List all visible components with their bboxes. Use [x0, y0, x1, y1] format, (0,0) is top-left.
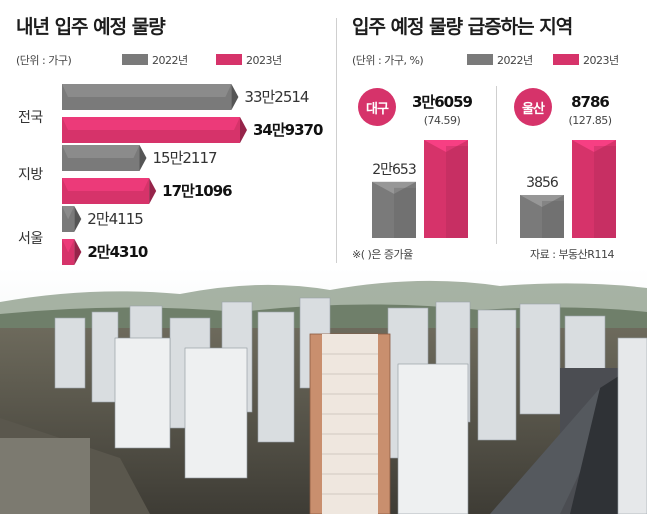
bar-value-label: 2만4310: [87, 243, 148, 261]
growth-rate-label: (127.85): [568, 114, 611, 127]
category-label-provinces: 지방: [18, 167, 43, 183]
bar-지방-2023년: [62, 178, 157, 204]
left-legend-swatch-2022: [122, 54, 148, 65]
left-chart-unit: (단위 : 가구): [16, 54, 72, 67]
bar-value-label: 2만653: [372, 162, 416, 178]
right-chart-unit: (단위 : 가구, %): [352, 54, 424, 67]
bar-value-label: 34만9370: [253, 121, 323, 139]
left-legend-label-2022: 2022년: [152, 54, 188, 67]
left-legend-label-2023: 2023년: [246, 54, 282, 67]
bar-value-label: 15만2117: [153, 149, 218, 167]
right-legend-label-2023: 2023년: [583, 54, 619, 67]
bar-울산-2022: [520, 194, 564, 238]
bar-value-label: 3856: [526, 175, 559, 191]
right-chart-title: 입주 예정 물량 급증하는 지역: [352, 16, 573, 38]
bar-서울-2022년: [62, 206, 82, 232]
left-chart-title: 내년 입주 예정 물량: [16, 16, 166, 38]
region-badge-ulsan: 울산: [514, 88, 552, 126]
panel-divider: [336, 18, 337, 263]
source-note: 자료 : 부동산R114: [530, 248, 614, 261]
bar-value-label: 2만4115: [87, 210, 143, 228]
bar-value-label: 17만1096: [162, 182, 232, 200]
bar-서울-2023년: [62, 239, 82, 265]
growth-rate-note: ※( )은 증가율: [352, 248, 413, 261]
category-label-seoul: 서울: [18, 231, 43, 247]
region-badge-daegu: 대구: [358, 88, 396, 126]
apartment-complex-photo: [0, 268, 647, 514]
bar-value-label: 33만2514: [244, 88, 309, 106]
right-legend-swatch-2022: [467, 54, 493, 65]
left-bar-chart: 33만2514 34만9370 15만2117 17만1096 2만4115 2만4310: [62, 84, 324, 265]
bar-전국-2022년: [62, 84, 239, 110]
growth-rate-label: (74.59): [424, 114, 461, 127]
bar-지방-2022년: [62, 145, 147, 171]
region-divider: [496, 86, 497, 244]
bar-전국-2023년: [62, 117, 247, 143]
right-legend-label-2022: 2022년: [497, 54, 533, 67]
bar-대구-2022: [372, 181, 416, 238]
bar-value-label: 3만6059: [412, 93, 473, 111]
category-label-nationwide: 전국: [18, 110, 43, 126]
right-legend-swatch-2023: [553, 54, 579, 65]
left-legend-swatch-2023: [216, 54, 242, 65]
right-bar-chart: 2만653 3만6059 (74.59) 3856 8786 (127.85): [372, 93, 616, 238]
bar-대구-2023: [424, 140, 468, 238]
bar-value-label: 8786: [571, 93, 609, 111]
bar-울산-2023: [572, 140, 616, 238]
